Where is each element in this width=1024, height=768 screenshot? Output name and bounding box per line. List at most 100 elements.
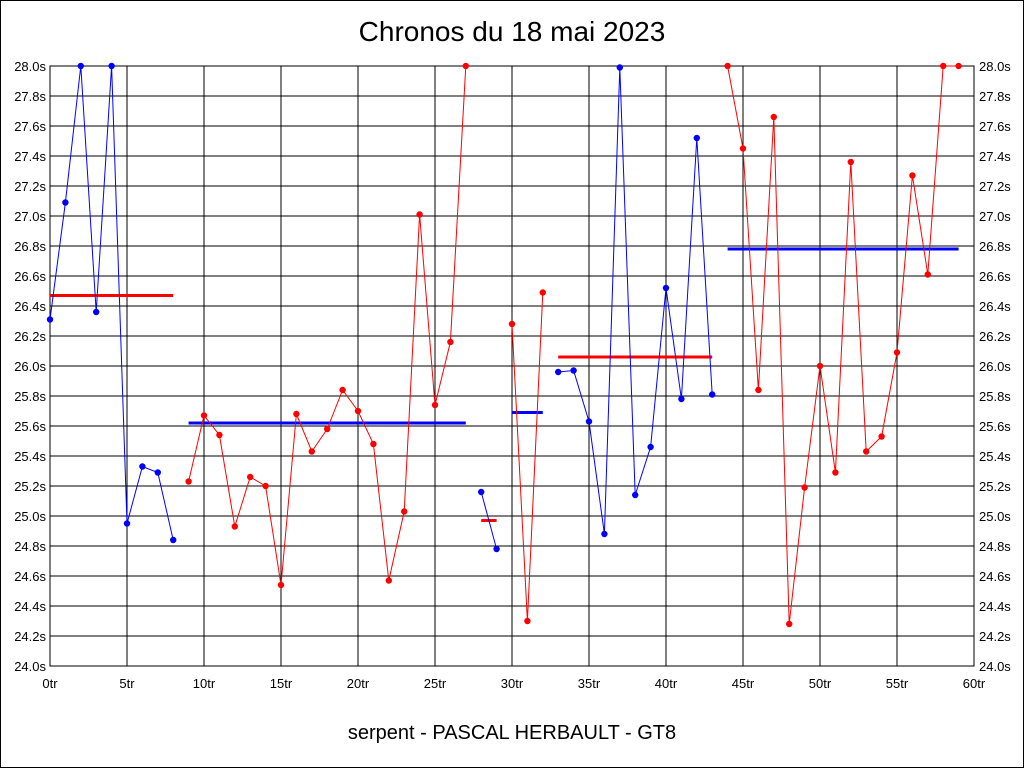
- data-point: [370, 440, 377, 448]
- y-tick-label-right: 27.4s: [979, 149, 1011, 164]
- y-tick-label-left: 26.2s: [14, 329, 46, 344]
- x-tick-label: 0tr: [42, 676, 58, 691]
- chart-subtitle: serpent - PASCAL HERBAULT - GT8: [347, 722, 677, 744]
- data-point: [478, 488, 485, 496]
- data-point: [662, 284, 670, 292]
- y-tick-label-right: 25.4s: [979, 449, 1011, 464]
- y-tick-label-right: 28.0s: [979, 59, 1011, 74]
- y-tick-label-right: 25.0s: [979, 509, 1011, 524]
- x-tick-label: 10tr: [193, 676, 216, 691]
- data-point: [739, 145, 747, 152]
- y-tick-label-left: 26.8s: [14, 239, 46, 254]
- data-point: [632, 491, 639, 499]
- plot-border: [49, 65, 975, 667]
- x-tick-label: 5tr: [119, 676, 135, 691]
- data-point: [940, 62, 947, 70]
- y-tick-label-right: 26.6s: [979, 269, 1011, 284]
- data-point: [401, 508, 408, 515]
- data-point: [709, 391, 716, 398]
- data-point: [570, 367, 577, 374]
- data-point: [786, 620, 793, 628]
- data-point: [770, 113, 777, 121]
- data-point: [493, 545, 500, 553]
- series-line: [480, 491, 498, 550]
- y-tick-label-left: 26.0s: [14, 359, 46, 374]
- data-point: [601, 530, 608, 538]
- series-line: [727, 65, 959, 625]
- data-point: [170, 536, 177, 544]
- x-tick-label: 55tr: [886, 676, 909, 691]
- data-point: [462, 62, 469, 70]
- y-tick-label-right: 25.6s: [979, 419, 1011, 434]
- data-point: [231, 523, 238, 530]
- data-point: [354, 407, 362, 415]
- data-point: [693, 134, 700, 142]
- data-point: [755, 386, 762, 394]
- y-tick-label-right: 26.2s: [979, 329, 1011, 344]
- data-point: [339, 386, 346, 394]
- x-tick-label: 25tr: [424, 676, 447, 691]
- data-point: [447, 338, 454, 346]
- y-tick-label-right: 26.4s: [979, 299, 1011, 314]
- y-tick-label-left: 28.0s: [14, 59, 46, 74]
- y-tick-label-left: 26.4s: [14, 299, 46, 314]
- data-point: [93, 308, 100, 316]
- data-point: [385, 577, 392, 584]
- y-tick-label-left: 27.8s: [14, 89, 46, 104]
- data-point: [524, 617, 531, 625]
- x-tick-label: 35tr: [578, 676, 601, 691]
- chart-title: Chronos du 18 mai 2023: [358, 16, 666, 47]
- y-tick-label-left: 24.2s: [14, 629, 46, 644]
- data-point: [555, 368, 562, 376]
- data-point: [832, 469, 839, 476]
- data-point: [46, 316, 54, 323]
- y-tick-label-right: 27.2s: [979, 179, 1011, 194]
- y-tick-label-left: 25.8s: [14, 389, 46, 404]
- y-tick-label-left: 26.6s: [14, 269, 46, 284]
- data-point: [139, 463, 146, 470]
- data-point: [647, 443, 654, 451]
- data-point: [154, 469, 161, 476]
- x-tick-label: 50tr: [809, 676, 832, 691]
- data-point: [123, 520, 131, 527]
- x-tick-label: 60tr: [963, 676, 986, 691]
- x-tick-label: 30tr: [501, 676, 524, 691]
- data-point: [431, 401, 439, 409]
- data-point: [247, 473, 254, 481]
- data-point: [308, 448, 315, 455]
- data-point: [262, 482, 269, 490]
- data-point: [539, 289, 546, 296]
- data-point: [185, 478, 192, 485]
- y-tick-label-right: 27.0s: [979, 209, 1011, 224]
- y-tick-label-left: 27.2s: [14, 179, 46, 194]
- y-tick-label-right: 24.8s: [979, 539, 1011, 554]
- data-point: [77, 62, 85, 70]
- data-point: [200, 412, 208, 419]
- data-point: [909, 172, 916, 179]
- data-point: [863, 448, 870, 455]
- y-tick-label-right: 27.6s: [979, 119, 1011, 134]
- data-point: [293, 410, 300, 418]
- y-tick-label-right: 25.8s: [979, 389, 1011, 404]
- y-tick-label-right: 26.0s: [979, 359, 1011, 374]
- data-point: [924, 271, 931, 278]
- data-point: [801, 484, 808, 491]
- y-tick-label-left: 24.6s: [14, 569, 46, 584]
- y-tick-label-left: 24.4s: [14, 599, 46, 614]
- data-point: [416, 211, 423, 218]
- y-tick-label-left: 25.0s: [14, 509, 46, 524]
- data-point: [216, 431, 223, 439]
- y-tick-label-left: 25.6s: [14, 419, 46, 434]
- data-point: [878, 433, 885, 440]
- x-tick-label: 15tr: [270, 676, 293, 691]
- y-tick-label-right: 24.2s: [979, 629, 1011, 644]
- data-point: [955, 62, 962, 70]
- data-point: [108, 62, 115, 70]
- data-point: [847, 158, 854, 166]
- y-tick-label-right: 24.6s: [979, 569, 1011, 584]
- data-point: [893, 349, 901, 356]
- y-tick-label-left: 27.0s: [14, 209, 46, 224]
- y-tick-label-right: 27.8s: [979, 89, 1011, 104]
- y-tick-label-left: 24.0s: [14, 659, 46, 674]
- data-point: [678, 395, 685, 403]
